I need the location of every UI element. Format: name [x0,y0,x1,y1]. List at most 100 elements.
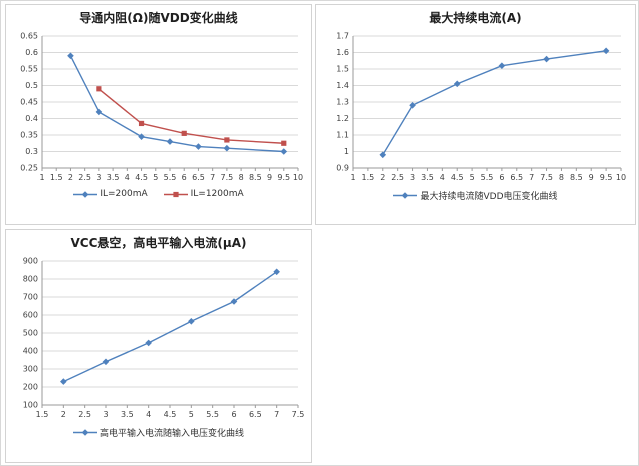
svg-text:3.5: 3.5 [106,173,119,182]
svg-text:0.55: 0.55 [20,65,38,74]
svg-text:4.5: 4.5 [450,173,463,182]
svg-text:1.1: 1.1 [336,131,349,140]
svg-text:7: 7 [210,173,215,182]
chart-title-input-current: VCC悬空，高电平输入电流(μA) [70,236,247,250]
chart-panel-on-resistance: 导通内阻(Ω)随VDD变化曲线 0.25 0.3 0.35 0.4 0.45 0.5 0.5… [5,4,312,225]
svg-text:6.5: 6.5 [192,173,205,182]
svg-text:2.5: 2.5 [78,173,91,182]
svg-text:200: 200 [22,383,37,392]
svg-text:1.3: 1.3 [336,98,349,107]
svg-text:5: 5 [188,410,193,419]
svg-text:9.5: 9.5 [599,173,612,182]
legend-item: 高电平输入电流随输入电压变化曲线 [72,426,244,440]
legend-label: 高电平输入电流随输入电压变化曲线 [99,429,244,440]
svg-text:5.5: 5.5 [163,173,176,182]
svg-text:2: 2 [60,410,65,419]
svg-text:0.45: 0.45 [20,98,38,107]
chart-title-on-resistance: 导通内阻(Ω)随VDD变化曲线 [79,11,238,25]
svg-text:5.5: 5.5 [206,410,219,419]
svg-text:7: 7 [274,410,279,419]
svg-text:6: 6 [499,173,504,182]
svg-text:800: 800 [22,275,37,284]
on-resistance-legend: IL=200mA IL=1200mA [73,189,244,200]
svg-text:1: 1 [343,147,348,156]
svg-text:100: 100 [22,401,37,410]
svg-text:1: 1 [350,173,355,182]
diamond-marker-icon [73,190,98,198]
svg-text:500: 500 [22,329,37,338]
svg-text:3: 3 [410,173,415,182]
svg-text:6: 6 [181,173,186,182]
svg-text:5: 5 [153,173,158,182]
svg-text:0.65: 0.65 [20,32,38,41]
svg-text:1.5: 1.5 [336,65,349,74]
svg-text:0.25: 0.25 [20,164,38,173]
legend-label: 最大持续电流随VDD电压变化曲线 [420,192,558,203]
svg-text:0.5: 0.5 [25,81,38,90]
svg-text:4: 4 [124,173,129,182]
svg-text:2: 2 [67,173,72,182]
svg-text:8.5: 8.5 [569,173,582,182]
svg-text:700: 700 [22,293,37,302]
chart-title-max-current: 最大持续电流(A) [429,11,522,25]
svg-text:1.4: 1.4 [336,81,349,90]
max-current-legend: 最大持续电流随VDD电压变化曲线 [393,189,558,203]
svg-text:10: 10 [292,173,302,182]
svg-text:6: 6 [231,410,236,419]
on-resistance-chart: 0.25 0.3 0.35 0.4 0.45 0.5 0.55 0.6 0.65 1 1.5 2 2.5… [20,32,303,183]
svg-text:8: 8 [238,173,243,182]
svg-text:9: 9 [588,173,593,182]
input-current-legend: 高电平输入电流随输入电压变化曲线 [72,426,244,440]
svg-text:9.5: 9.5 [277,173,290,182]
square-marker-icon [163,191,188,197]
svg-text:7.5: 7.5 [540,173,553,182]
legend-item: 最大持续电流随VDD电压变化曲线 [393,189,558,203]
svg-text:900: 900 [22,257,37,266]
svg-text:4.5: 4.5 [135,173,148,182]
svg-text:1: 1 [39,173,44,182]
legend-label: IL=1200mA [190,189,244,200]
svg-text:300: 300 [22,365,37,374]
svg-text:3: 3 [103,410,108,419]
svg-text:1.2: 1.2 [336,114,349,123]
svg-text:3.5: 3.5 [421,173,434,182]
legend-label: IL=200mA [100,189,148,200]
svg-text:1.5: 1.5 [361,173,374,182]
svg-text:4: 4 [439,173,444,182]
svg-text:7.5: 7.5 [220,173,233,182]
svg-text:0.3: 0.3 [25,147,38,156]
svg-text:3.5: 3.5 [120,410,133,419]
svg-text:400: 400 [22,347,37,356]
svg-text:10: 10 [615,173,625,182]
svg-text:0.4: 0.4 [25,114,38,123]
svg-text:5: 5 [469,173,474,182]
svg-text:2: 2 [380,173,385,182]
svg-text:1.7: 1.7 [336,32,349,41]
svg-text:1.6: 1.6 [336,48,349,57]
svg-text:6.5: 6.5 [248,410,261,419]
diamond-marker-icon [72,429,97,436]
legend-item: IL=200mA [73,189,148,200]
svg-text:8: 8 [558,173,563,182]
svg-text:1.5: 1.5 [35,410,48,419]
legend-item: IL=1200mA [163,189,244,200]
diamond-marker-icon [393,192,418,199]
chart-panel-max-current: 最大持续电流(A) 0.9 1 1.1 1.2 1.3 1.4 1.5 1.6 1.7 1 1.5 2… [315,4,636,225]
svg-text:0.35: 0.35 [20,131,38,140]
svg-text:5.5: 5.5 [480,173,493,182]
svg-text:8.5: 8.5 [248,173,261,182]
svg-text:7.5: 7.5 [291,410,304,419]
svg-text:4.5: 4.5 [163,410,176,419]
max-current-chart: 0.911.11.21.31.41.51.61.71 1.5 2 2.5 3 3.5 4 4.… [336,32,626,183]
input-current-chart: 100 200 300 400 500 600 700 800 900 1.5 2 2.5 3 3.5 4 4… [22,257,304,420]
svg-text:3: 3 [96,173,101,182]
svg-text:0.6: 0.6 [25,48,38,57]
svg-text:9: 9 [267,173,272,182]
svg-text:6.5: 6.5 [510,173,523,182]
svg-text:4: 4 [146,410,151,419]
svg-text:7: 7 [529,173,534,182]
chart-panel-input-current: VCC悬空，高电平输入电流(μA) 100 200 300 400 500 600 700 8… [5,229,312,463]
svg-text:2.5: 2.5 [391,173,404,182]
svg-text:1.5: 1.5 [49,173,62,182]
